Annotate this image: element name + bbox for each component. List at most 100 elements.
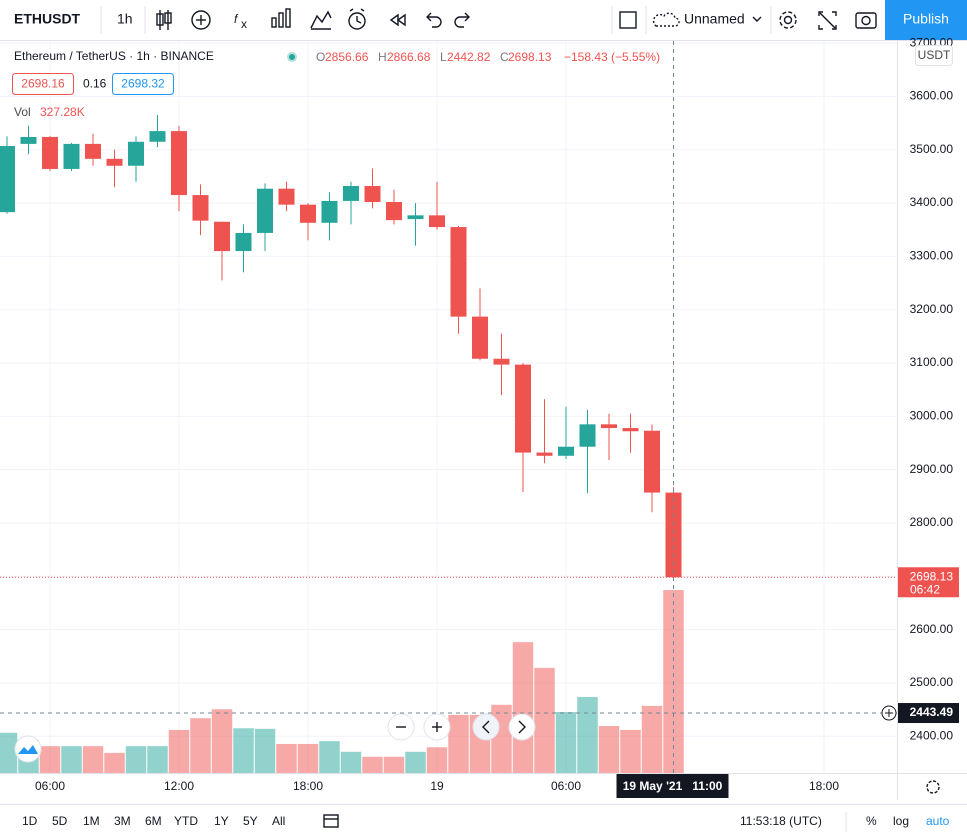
symbol[interactable]: ETHUSDT	[14, 11, 81, 27]
templates-icon[interactable]	[271, 8, 291, 28]
volume-bar	[534, 667, 555, 773]
volume-bar	[491, 704, 512, 773]
ask[interactable]: 2698.32	[121, 77, 165, 91]
plot	[0, 41, 897, 773]
chart: 2400.002500.002600.002700.002800.002900.…	[0, 35, 967, 800]
y-tick-label: 3000.00	[910, 409, 954, 423]
volume-value: 327.28K	[40, 105, 85, 119]
replay-icon[interactable]	[389, 13, 406, 27]
scroll-left-button[interactable]	[472, 713, 500, 741]
range-button[interactable]: 5Y	[243, 814, 258, 828]
range-button[interactable]: 1D	[22, 814, 38, 828]
ohlc-key: H	[378, 50, 387, 64]
y-tick-label: 2600.00	[910, 622, 954, 636]
ohlc-key: O	[316, 50, 325, 64]
dropdown-arrow[interactable]	[752, 16, 762, 22]
currency: USDT	[918, 48, 951, 62]
volume-bar	[426, 747, 448, 773]
publish-button[interactable]	[885, 0, 967, 40]
fx-icon[interactable]: x	[241, 17, 247, 31]
settings-icon[interactable]	[779, 11, 797, 29]
undo-icon[interactable]	[426, 12, 442, 28]
nav-controls	[387, 713, 536, 741]
alert-icon[interactable]	[348, 8, 366, 30]
volume-bar	[104, 752, 125, 773]
scroll-right-button[interactable]	[508, 713, 536, 741]
volume-bar	[39, 746, 61, 773]
ask-box[interactable]	[112, 73, 174, 95]
legend-title: Ethereum / TetherUS · 1h · BINANCE	[14, 49, 214, 63]
y-tick-label: 2500.00	[910, 675, 954, 689]
bid-box[interactable]	[12, 73, 74, 95]
volume-bar	[168, 729, 190, 773]
candle-body	[429, 215, 445, 228]
crosshair-y-label: 2443.49	[910, 705, 954, 719]
bottom-bar: 11:53:18 (UTC) % log auto 1D 5D 1M 3M 6M YTD 1…	[0, 804, 967, 832]
axis-settings[interactable]	[926, 780, 940, 794]
range-button[interactable]: 3M	[114, 814, 131, 828]
y-tick-label: 3100.00	[910, 355, 954, 369]
range-button[interactable]: All	[272, 814, 285, 828]
candle-body	[622, 428, 639, 432]
range-button[interactable]: 1Y	[214, 814, 229, 828]
range-button[interactable]: 5D	[52, 814, 68, 828]
indicators-icon[interactable]	[191, 10, 211, 30]
candle-body	[300, 204, 316, 223]
scroll-right-icon[interactable]	[518, 720, 526, 734]
x-tick-label: 06:00	[551, 779, 581, 793]
volume-title: Vol	[14, 105, 31, 119]
volume-bar	[211, 709, 233, 773]
range-button[interactable]: YTD	[174, 814, 198, 828]
countdown-label: 06:42	[910, 582, 940, 596]
range-button[interactable]: 6M	[145, 814, 162, 828]
cloud-icon[interactable]	[652, 12, 680, 27]
y-tick-label: 3300.00	[910, 249, 954, 263]
volume-bar	[61, 746, 82, 773]
logo	[18, 745, 38, 754]
candle-body	[278, 188, 295, 205]
candle-body	[386, 202, 402, 221]
zoom-in-icon[interactable]	[432, 722, 442, 732]
volume-bar	[405, 751, 426, 773]
scroll-left-icon[interactable]	[482, 720, 490, 734]
log-toggle[interactable]: log	[893, 814, 909, 828]
range-button[interactable]: 1M	[83, 814, 100, 828]
candle-body	[558, 446, 574, 456]
redo-icon[interactable]	[454, 12, 470, 28]
ohlc-value: 2442.82	[447, 50, 491, 64]
volume-bar	[598, 726, 620, 773]
logo-button[interactable]	[14, 735, 42, 763]
fullscreen-icon[interactable]	[818, 11, 837, 30]
candle-body	[407, 215, 424, 220]
interval[interactable]: 1h	[117, 11, 133, 27]
candle-body	[472, 316, 488, 359]
y-tick-label: 2400.00	[910, 728, 954, 742]
publish-label[interactable]: Publish	[903, 11, 949, 27]
fullscreen-select-icon[interactable]	[619, 11, 637, 29]
snapshot-icon[interactable]	[855, 12, 877, 29]
candle-body	[644, 430, 660, 493]
goto-date-icon[interactable]	[323, 814, 339, 828]
candle-body	[493, 358, 510, 365]
last-price-box	[898, 567, 959, 598]
candle-body	[665, 492, 682, 578]
auto-toggle[interactable]: auto	[926, 814, 950, 828]
percent-toggle[interactable]: %	[866, 814, 877, 828]
volume-bar	[362, 756, 383, 773]
volume-bar	[555, 712, 577, 773]
bid[interactable]: 2698.16	[21, 77, 65, 91]
volume-bar	[82, 746, 104, 773]
x-tick-label: 06:00	[35, 779, 65, 793]
fx-icon[interactable]: f	[234, 12, 239, 26]
layout-name[interactable]: Unnamed	[684, 11, 745, 27]
chart-type-icon[interactable]	[156, 10, 172, 30]
legend: Ethereum / TetherUS · 1h · BINANCE O 285…	[12, 49, 660, 119]
volume-bar	[297, 743, 319, 773]
volume-bar	[254, 728, 276, 773]
compare-icon[interactable]	[310, 10, 332, 30]
volume-bar	[190, 718, 211, 773]
ohlc-value: 2856.66	[325, 50, 369, 64]
candle-body	[321, 200, 338, 223]
ohlc-key: C	[500, 50, 509, 64]
